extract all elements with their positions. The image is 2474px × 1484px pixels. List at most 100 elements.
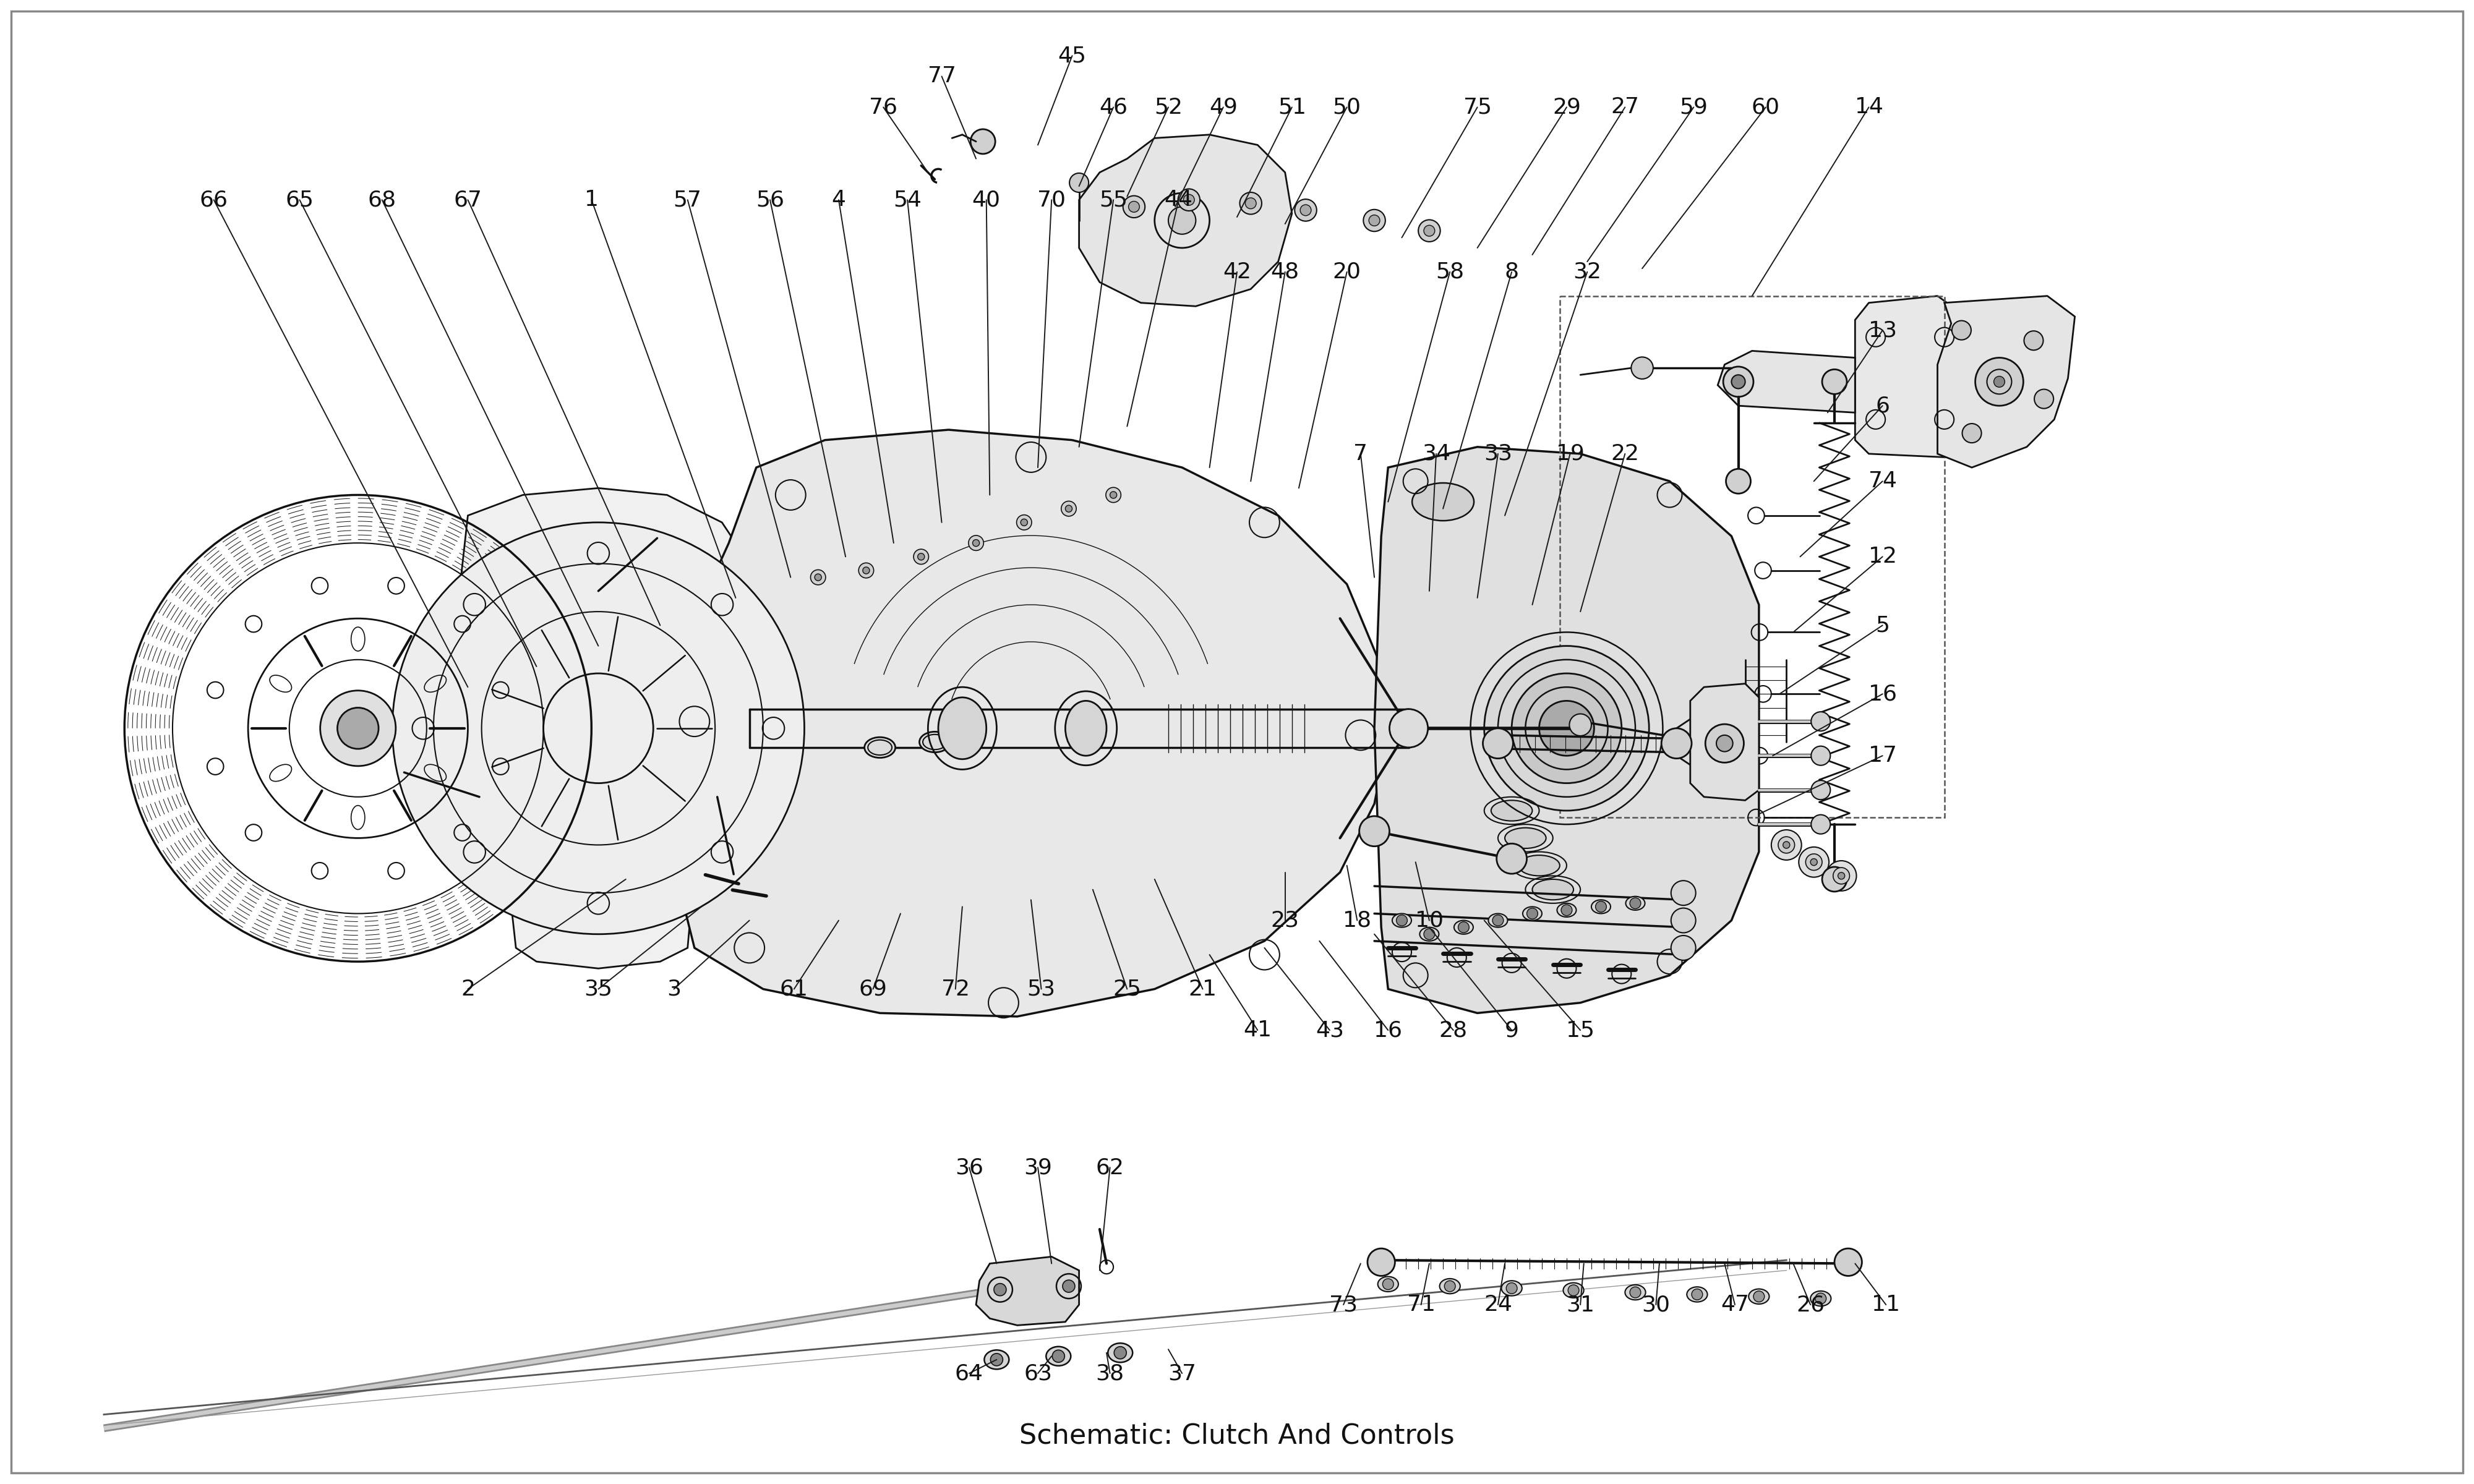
- Circle shape: [1539, 700, 1593, 755]
- Polygon shape: [1717, 350, 1856, 413]
- Circle shape: [913, 549, 928, 564]
- Text: 5: 5: [1875, 614, 1890, 635]
- Text: 60: 60: [1752, 96, 1779, 117]
- Circle shape: [1754, 1291, 1764, 1301]
- Circle shape: [1111, 491, 1116, 499]
- Circle shape: [1630, 898, 1640, 908]
- Text: 17: 17: [1868, 745, 1898, 766]
- Polygon shape: [1856, 295, 1962, 457]
- Text: 36: 36: [955, 1158, 982, 1178]
- Circle shape: [1546, 708, 1588, 749]
- Circle shape: [1811, 815, 1831, 834]
- Circle shape: [1507, 1282, 1517, 1294]
- Polygon shape: [460, 488, 750, 969]
- Circle shape: [1811, 781, 1831, 800]
- Circle shape: [1717, 735, 1732, 751]
- Text: 67: 67: [453, 190, 482, 211]
- Ellipse shape: [1047, 1346, 1071, 1365]
- Circle shape: [1811, 746, 1831, 766]
- Circle shape: [1239, 193, 1262, 214]
- Text: 59: 59: [1680, 96, 1707, 117]
- Circle shape: [1833, 1248, 1863, 1276]
- Ellipse shape: [1531, 879, 1573, 899]
- Text: 45: 45: [1059, 45, 1086, 67]
- Text: 54: 54: [893, 190, 923, 211]
- Circle shape: [1128, 202, 1141, 212]
- Text: 12: 12: [1868, 546, 1898, 567]
- Text: 10: 10: [1415, 910, 1442, 930]
- Ellipse shape: [1066, 700, 1106, 755]
- Circle shape: [1569, 1285, 1578, 1296]
- Text: 68: 68: [369, 190, 396, 211]
- Circle shape: [1811, 859, 1818, 865]
- Text: 65: 65: [285, 190, 314, 211]
- Circle shape: [1484, 646, 1650, 810]
- Ellipse shape: [1519, 855, 1559, 876]
- Polygon shape: [680, 430, 1388, 1017]
- Circle shape: [1526, 908, 1539, 919]
- Circle shape: [2024, 331, 2044, 350]
- Text: 14: 14: [1856, 96, 1883, 117]
- Text: 39: 39: [1024, 1158, 1051, 1178]
- Circle shape: [1061, 502, 1076, 516]
- Circle shape: [1823, 370, 1846, 395]
- Ellipse shape: [1591, 899, 1611, 914]
- Text: 26: 26: [1796, 1294, 1826, 1315]
- Circle shape: [1663, 729, 1692, 758]
- Text: 50: 50: [1333, 96, 1361, 117]
- Text: 73: 73: [1329, 1294, 1358, 1315]
- Circle shape: [1492, 916, 1504, 926]
- Text: 2: 2: [460, 978, 475, 1000]
- Circle shape: [1017, 515, 1032, 530]
- Ellipse shape: [938, 697, 987, 760]
- Polygon shape: [1690, 684, 1759, 800]
- Ellipse shape: [1413, 482, 1475, 521]
- Text: 56: 56: [755, 190, 784, 211]
- Text: 75: 75: [1462, 96, 1492, 117]
- Text: 49: 49: [1210, 96, 1237, 117]
- Text: 70: 70: [1037, 190, 1066, 211]
- Circle shape: [1952, 321, 1972, 340]
- Polygon shape: [1079, 135, 1291, 306]
- Circle shape: [1962, 423, 1982, 442]
- Text: 25: 25: [1113, 978, 1141, 1000]
- Circle shape: [1724, 367, 1754, 396]
- Text: 3: 3: [668, 978, 680, 1000]
- Ellipse shape: [1492, 800, 1531, 821]
- Text: 28: 28: [1440, 1020, 1467, 1040]
- Circle shape: [1301, 205, 1311, 215]
- Circle shape: [1183, 194, 1195, 205]
- Circle shape: [1732, 375, 1744, 389]
- Circle shape: [1987, 370, 2011, 395]
- Text: 16: 16: [1868, 684, 1898, 705]
- Bar: [1559, 295, 1945, 818]
- Ellipse shape: [1489, 914, 1507, 927]
- Circle shape: [336, 708, 379, 749]
- Ellipse shape: [1556, 904, 1576, 917]
- Circle shape: [1418, 220, 1440, 242]
- Text: 77: 77: [928, 65, 955, 88]
- Circle shape: [1994, 377, 2004, 387]
- Text: 13: 13: [1868, 319, 1898, 341]
- Ellipse shape: [1393, 914, 1413, 927]
- Ellipse shape: [1455, 920, 1472, 933]
- Circle shape: [1178, 188, 1200, 211]
- Ellipse shape: [1687, 1287, 1707, 1301]
- Ellipse shape: [1522, 907, 1541, 920]
- Text: 23: 23: [1272, 910, 1299, 930]
- Circle shape: [990, 1353, 1002, 1365]
- Circle shape: [1482, 729, 1514, 758]
- Text: 21: 21: [1188, 978, 1217, 1000]
- Circle shape: [1022, 519, 1027, 525]
- Text: 43: 43: [1316, 1020, 1343, 1040]
- Text: 74: 74: [1868, 470, 1898, 491]
- Ellipse shape: [1440, 1279, 1460, 1294]
- Circle shape: [814, 574, 821, 580]
- Polygon shape: [1937, 295, 2076, 467]
- Text: 27: 27: [1611, 96, 1640, 117]
- Text: 1: 1: [584, 190, 599, 211]
- Text: 44: 44: [1165, 190, 1192, 211]
- Circle shape: [1106, 487, 1121, 503]
- Text: 4: 4: [831, 190, 846, 211]
- Text: 51: 51: [1277, 96, 1306, 117]
